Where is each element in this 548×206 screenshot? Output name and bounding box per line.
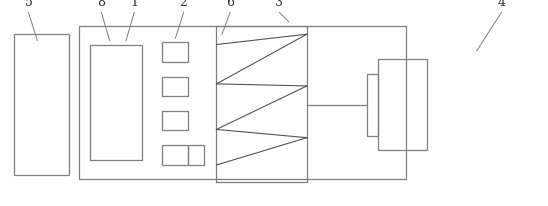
- Bar: [378, 60, 427, 150]
- Text: 6: 6: [226, 0, 234, 9]
- Text: 2: 2: [180, 0, 187, 9]
- Text: 4: 4: [498, 0, 505, 9]
- Text: 8: 8: [98, 0, 105, 9]
- Bar: [367, 74, 378, 136]
- Bar: [79, 27, 406, 179]
- Bar: [162, 43, 188, 63]
- Text: 5: 5: [25, 0, 32, 9]
- Text: 3: 3: [276, 0, 283, 9]
- Bar: [162, 146, 188, 165]
- Bar: [188, 146, 204, 165]
- Bar: [162, 77, 188, 97]
- Bar: [162, 111, 188, 131]
- Text: 1: 1: [130, 0, 138, 9]
- Bar: [14, 35, 68, 175]
- Bar: [90, 45, 142, 161]
